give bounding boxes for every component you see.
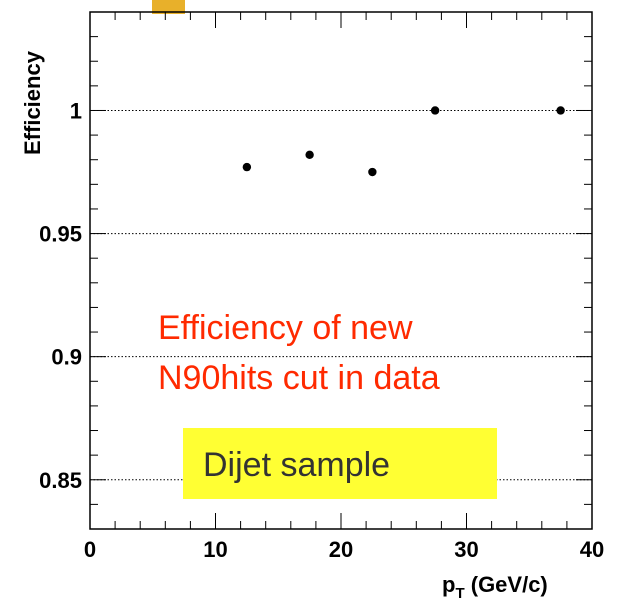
annotation-line-1: Efficiency of new (158, 309, 413, 347)
dijet-sample-box (183, 428, 497, 499)
x-axis-label: pT (GeV/c) (442, 572, 548, 602)
x-axis-label-unit: (GeV/c) (465, 572, 548, 597)
y-tick-label: 0.9 (51, 345, 82, 370)
data-point (242, 162, 252, 172)
y-tick-label: 0.95 (39, 222, 82, 247)
x-tick-label: 20 (329, 537, 353, 562)
y-axis-ticks (90, 11, 592, 530)
x-axis-label-main: p (442, 572, 455, 597)
top-edge-marker (152, 0, 185, 14)
x-tick-label: 30 (454, 537, 478, 562)
y-tick-labels: 0.85 0.9 0.95 1 (39, 98, 82, 492)
x-axis-ticks (89, 12, 593, 529)
y-tick-label: 0.85 (39, 468, 82, 493)
y-axis-label: Efficiency (20, 50, 45, 155)
x-tick-label: 40 (580, 537, 604, 562)
data-point (368, 167, 377, 177)
annotation-line-2: N90hits cut in data (158, 359, 440, 397)
x-axis-label-subscript: T (455, 585, 464, 602)
x-tick-label: 0 (84, 537, 96, 562)
data-point (305, 150, 314, 159)
grid-lines (90, 109, 592, 481)
x-tick-labels: 0 10 20 30 40 (84, 537, 604, 562)
y-tick-label: 1 (70, 98, 82, 123)
dijet-sample-label: Dijet sample (203, 446, 390, 484)
data-point (430, 106, 440, 115)
x-tick-label: 10 (203, 537, 227, 562)
data-point (556, 106, 565, 115)
data-points (242, 106, 565, 177)
